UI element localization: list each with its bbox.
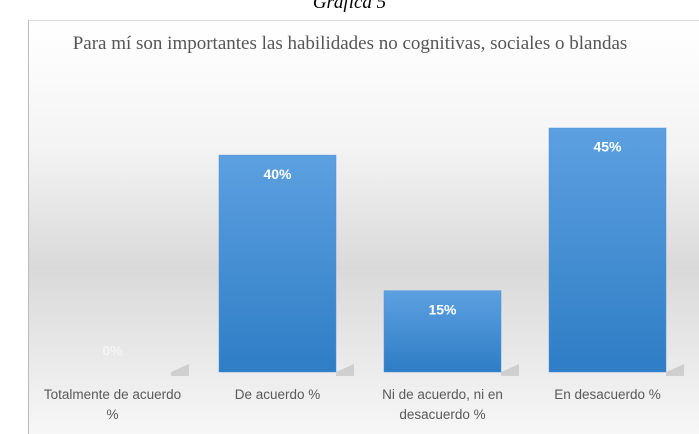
chart-title: Para mí son importantes las habilidades … [72,33,628,54]
x-tick-label: De acuerdo % [234,387,321,402]
bar [383,290,502,373]
bar-shadow [336,364,354,376]
data-label: 15% [428,301,457,317]
bar [548,127,667,373]
x-tick-label: En desacuerdo % [554,387,661,402]
data-label: 40% [263,166,292,182]
caption: Gráfica 5 [312,0,387,13]
data-label: 45% [593,139,622,155]
x-tick-label: Ni de acuerdo, ni en desacuerdo % [382,387,503,422]
bar [218,154,337,373]
data-label: 0% [102,343,123,359]
x-tick-label: Totalmente de acuerdo % [43,387,182,422]
bar-shadow [171,364,189,376]
bar-shadow [666,364,684,376]
bar-shadow [501,364,519,376]
